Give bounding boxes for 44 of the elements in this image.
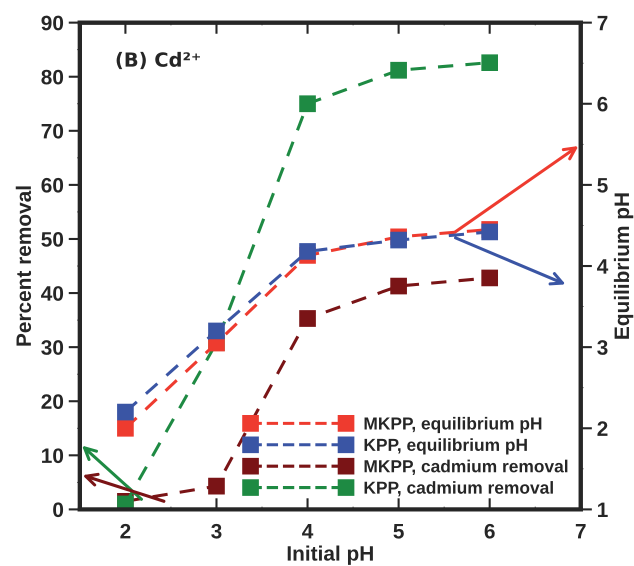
y-axis-title: Percent removal bbox=[16, 186, 32, 346]
x-tick-label: 6 bbox=[484, 524, 495, 539]
x-tick-label: 2 bbox=[120, 524, 130, 538]
point bbox=[481, 224, 498, 240]
y2-tick-label: 3 bbox=[597, 340, 608, 355]
x-tick-label: 5 bbox=[393, 524, 404, 539]
point bbox=[390, 278, 407, 294]
legend-label: MKPP, equilibrium pH bbox=[364, 416, 542, 434]
point bbox=[481, 270, 498, 286]
y2-tick-label: 5 bbox=[597, 178, 608, 193]
y-tick-label: 40 bbox=[41, 286, 64, 301]
y2-tick-label: 7 bbox=[598, 16, 608, 30]
point bbox=[390, 232, 407, 248]
legend-label: MKPP, cadmium removal bbox=[364, 460, 568, 475]
y-tick-label: 80 bbox=[41, 70, 64, 84]
point bbox=[299, 243, 316, 260]
point bbox=[390, 62, 407, 79]
y-tick-label: 90 bbox=[41, 16, 64, 30]
point bbox=[299, 310, 316, 327]
y2-tick-label: 2 bbox=[597, 421, 608, 436]
y-tick-label: 70 bbox=[42, 124, 64, 139]
y-tick-label: 20 bbox=[41, 394, 64, 409]
y2-axis-title: Equilibrium pH bbox=[614, 193, 634, 339]
point bbox=[208, 478, 225, 494]
x-axis-title: Initial pH bbox=[288, 545, 373, 565]
y-tick-label: 50 bbox=[41, 232, 64, 247]
y-tick-label: 10 bbox=[42, 448, 64, 464]
point bbox=[117, 420, 134, 437]
y-tick-label: 0 bbox=[53, 502, 64, 518]
point bbox=[481, 54, 498, 71]
y2-tick-label: 4 bbox=[597, 259, 608, 274]
y-tick-label: 60 bbox=[42, 178, 64, 193]
y2-tick-label: 6 bbox=[597, 96, 608, 112]
y-tick-label: 30 bbox=[41, 340, 64, 355]
point bbox=[299, 95, 316, 112]
point bbox=[117, 404, 134, 420]
x-tick-label: 7 bbox=[576, 524, 586, 538]
x-tick-label: 4 bbox=[302, 524, 314, 538]
x-tick-label: 3 bbox=[211, 524, 222, 539]
point bbox=[208, 322, 225, 340]
y2-tick-label: 1 bbox=[598, 502, 608, 517]
annotation: (B) Cd²⁺ bbox=[116, 52, 200, 70]
legend-label: KPP, cadmium removal bbox=[364, 481, 553, 496]
legend-label: KPP, equilibrium pH bbox=[364, 438, 527, 454]
